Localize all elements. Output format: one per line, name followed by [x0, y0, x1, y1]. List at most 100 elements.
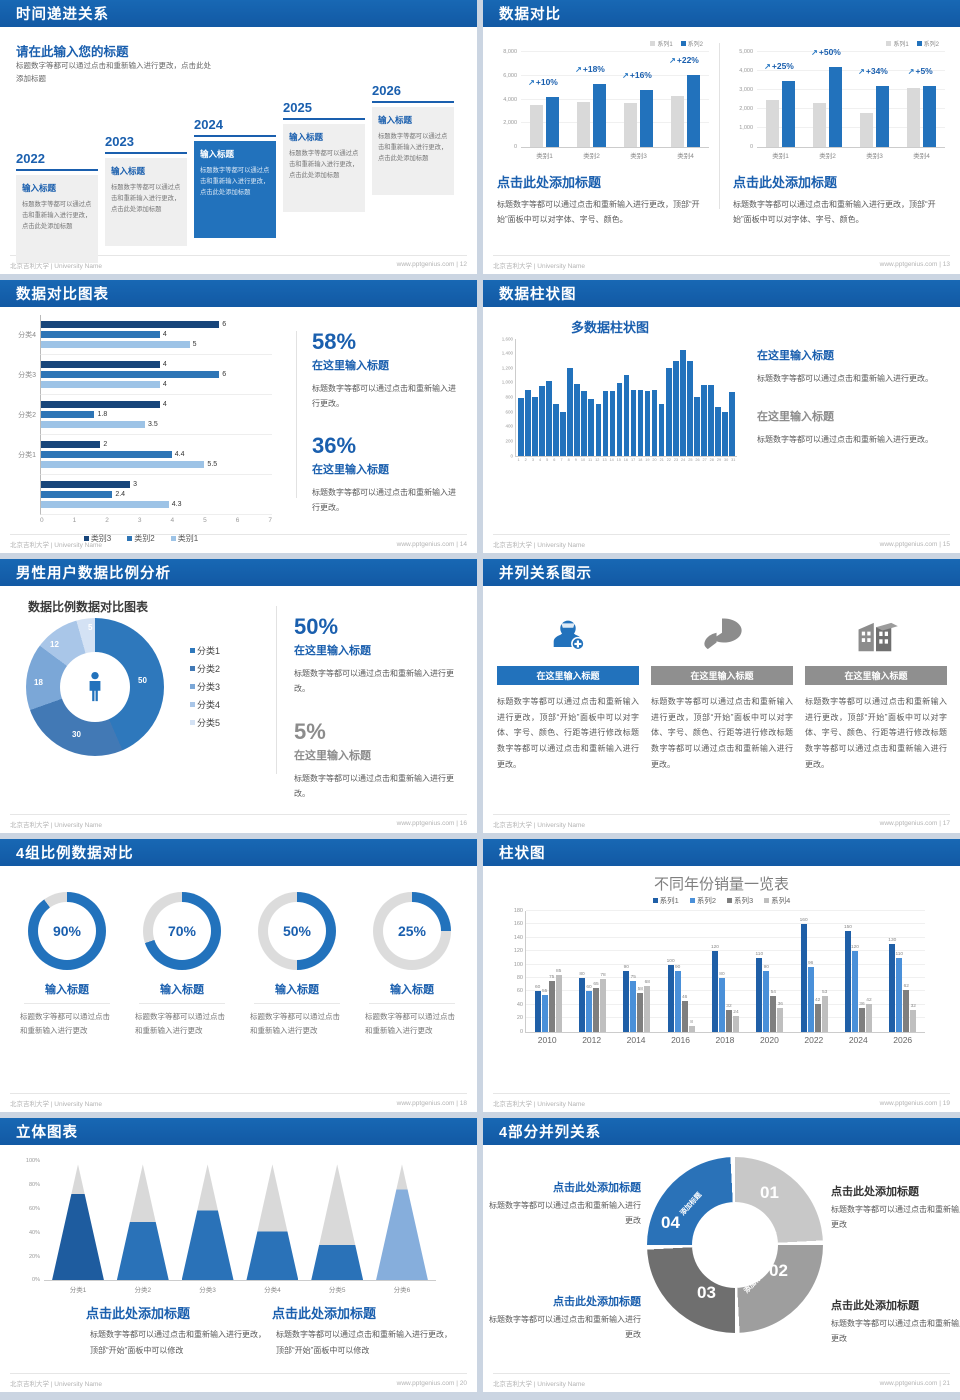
- stat-block: 5% 在这里输入标题 标题数字等都可以通过点击和重新输入进行更改。: [294, 719, 456, 801]
- legend-item: 类别1: [170, 533, 198, 544]
- x-axis-tick: 8: [567, 457, 570, 462]
- x-axis-tick: 7: [268, 516, 272, 524]
- legend-swatch-icon: [680, 41, 686, 46]
- slide-title-bar: 时间递进关系: [0, 0, 477, 27]
- stat-block: 36% 在这里输入标题 标题数字等都可以通过点击和重新输入进行更改。: [312, 433, 462, 515]
- chart-caption: 点击此处添加标题: [733, 175, 838, 190]
- bar-row: 5: [41, 340, 272, 349]
- value-label: 75: [630, 975, 636, 981]
- ratio-column: 70% 输入标题 标题数字等都可以通过点击和重新输入进行更改: [129, 891, 235, 1038]
- bar: 150: [844, 925, 852, 1032]
- growth-value: +10%: [535, 77, 558, 88]
- slide-14-comparison-chart[interactable]: 数据对比图表 分类4 6 4 5 分类3 4 6 4 分类2 4 1.8 3.5 分类1 2 4.4 5.5 3…: [0, 279, 477, 554]
- slide-footer: 北京吉利大学 | University Name www.pptgenius.co…: [493, 254, 950, 274]
- slide-footer: 北京吉利大学 | University Name www.pptgenius.co…: [10, 254, 467, 274]
- growth-label: ↗+25%: [764, 61, 794, 71]
- legend-item: 分类2: [190, 662, 220, 675]
- timeline-box-title: 输入标题: [22, 183, 57, 193]
- bar-group: 分类2 4 1.8 3.5: [10, 394, 272, 435]
- x-axis-label: 类别3: [630, 153, 647, 160]
- bar-chart-plot: 8,000 6,000 4,000 2,000 0 ↗+10% 类别1 ↗+18% 类别2 ↗+1…: [503, 49, 709, 160]
- ratio-column: 25% 输入标题 标题数字等都可以通过点击和重新输入进行更改: [359, 891, 465, 1038]
- series2-bar: [782, 80, 795, 147]
- slide-title-bar: 并列关系图示: [483, 559, 960, 587]
- caption-body: 标题数字等都可以通过点击和重新输入进行更改，顶部“开始”面板中可以修改: [90, 1330, 266, 1355]
- bar-chart: 分类4 6 4 5 分类3 4 6 4 分类2 4 1.8 3.5 分类1 2 4.4 5.5 3 2.4 4.3 0…: [10, 314, 272, 544]
- x-axis-label: 2020: [759, 1034, 779, 1045]
- bar: [41, 340, 190, 348]
- x-axis-tick: 7: [560, 457, 563, 462]
- y-axis-tick: 120: [513, 948, 523, 955]
- bar-row: 6: [41, 370, 272, 379]
- section-heading: 请在此输入您的标题: [16, 45, 129, 59]
- stat-percent: 36%: [312, 432, 357, 458]
- slide-17-parallel-relation[interactable]: 并列关系图示 在这里输入标题 标题数字等都可以通过点击和重新输入进行更改，顶部“开…: [483, 559, 960, 833]
- slide-footer: 北京吉利大学 | University Name www.pptgenius.co…: [10, 1093, 467, 1112]
- bar-row: 2.4: [41, 490, 272, 499]
- caption-body: 标题数字等都可以通过点击和重新输入进行更改: [489, 1315, 641, 1340]
- slide-title-bar: 立体图表: [0, 1118, 477, 1146]
- cone: [311, 1164, 364, 1281]
- ratio-heading: 输入标题: [45, 983, 89, 996]
- bar-row: 4.4: [41, 450, 272, 459]
- series2-bar: [687, 74, 700, 147]
- slide-13-data-comparison[interactable]: 数据对比 系列1 系列2 8,000 6,000 4,000 2,000 0 ↗+10% 类别1…: [483, 0, 960, 274]
- growth-label: ↗+50%: [811, 47, 841, 57]
- bar: [41, 410, 95, 418]
- x-axis-label: 类别4: [913, 153, 930, 160]
- legend-item: 类别3: [83, 533, 112, 544]
- slide-20-3d-chart[interactable]: 立体图表 100% 80% 60% 40% 20% 0% 分类1 分类2 分类3 分类4 分类5 分类…: [0, 1118, 477, 1392]
- bar: 85: [555, 969, 562, 1032]
- legend-label: 类别3: [90, 533, 112, 543]
- footer-site-page: www.pptgenius.com | 17: [879, 820, 950, 828]
- value-label: 54: [770, 989, 776, 995]
- gridline: [526, 977, 925, 979]
- footer-university: 北京吉利大学 | University Name: [10, 1101, 102, 1109]
- bar-group: 120 80 32 24: [710, 911, 739, 1032]
- value-label: 5.5: [207, 460, 218, 468]
- legend-swatch-icon: [727, 897, 732, 903]
- cone: [116, 1164, 169, 1281]
- value-label: 62: [903, 984, 909, 990]
- timeline-box: 输入标题 标题数字等都可以通过点击和重新输入进行更改，点击此处添加标题: [16, 175, 98, 263]
- bar: [665, 367, 672, 456]
- legend-item: 系列1: [652, 895, 679, 906]
- value-label: 36: [777, 1001, 783, 1007]
- chart-panel: 系列1 系列2 5,000 4,000 3,000 2,000 1,000 0 ↗+25% 类别1…: [729, 39, 945, 227]
- value-label: 120: [710, 945, 719, 951]
- bar: 60: [534, 985, 541, 1032]
- x-axis-tick: 2: [105, 516, 109, 524]
- timeline-box-body: 标题数字等都可以通过点击和重新输入进行更改，点击此处添加标题: [378, 133, 448, 163]
- footer-university: 北京吉利大学 | University Name: [493, 821, 585, 829]
- value-label: 100: [666, 958, 675, 964]
- chart-title: 数据比例数据对比图表: [28, 600, 149, 615]
- slide-12-time-progression[interactable]: 时间递进关系 请在此输入您的标题标题数字等都可以通过点击和重新输入进行更改，点击…: [0, 0, 477, 274]
- legend-swatch-icon: [83, 535, 89, 541]
- footer-university: 北京吉利大学 | University Name: [10, 1381, 102, 1388]
- slide-15-column-chart[interactable]: 数据柱状图 多数据柱状图 1,600 1,400 1,200 1,000 800 600 40…: [483, 279, 960, 554]
- caption-block: 点击此处添加标题 标题数字等都可以通过点击和重新输入进行更改，顶部“开始”面板中可…: [272, 1303, 452, 1357]
- donut-center: [60, 652, 130, 723]
- stat-block: 在这里输入标题 标题数字等都可以通过点击和重新输入进行更改。: [757, 408, 937, 447]
- y-axis-tick: 20: [516, 1015, 523, 1022]
- bar-group: 160 96 42 53: [800, 911, 828, 1032]
- series1-bar: [766, 99, 779, 147]
- legend-swatch-icon: [190, 666, 195, 672]
- footer-site-page: www.pptgenius.com | 15: [879, 540, 950, 548]
- x-axis-label: 分类5: [328, 1287, 346, 1295]
- legend-swatch-icon: [190, 648, 195, 654]
- slide-19-grouped-column-chart[interactable]: 柱状图 不同年份销量一览表 系列1 系列2 系列3 系列4 180 160 140 120 100…: [483, 838, 960, 1113]
- y-axis-tick: 1,400: [501, 350, 513, 356]
- bar-row: 3.5: [41, 420, 272, 429]
- x-axis-label: 2012: [582, 1034, 602, 1045]
- series2-bar: [829, 67, 842, 147]
- slide-21-four-part-relation[interactable]: 4部分并列关系 01 添加标题 02 添加标题 03 添加标题 04 添加标题 点击此处添加标题…: [483, 1118, 960, 1392]
- legend-item: 分类1: [190, 644, 220, 657]
- slide-18-four-ratio-comparison[interactable]: 4组比例数据对比 90% 输入标题 标题数字等都可以通过点击和重新输入进行更改 70%…: [0, 838, 477, 1113]
- slide-16-male-ratio-analysis[interactable]: 男性用户数据比例分析 数据比例数据对比图表 50 30 18 12 5 分类1 分类2 分类3 分…: [0, 559, 477, 833]
- value-label: 120: [850, 945, 859, 951]
- bar: 96: [807, 961, 814, 1032]
- bar: [729, 391, 735, 456]
- growth-arrow-icon: ↗: [858, 67, 865, 77]
- y-axis-tick: 0: [519, 1028, 523, 1035]
